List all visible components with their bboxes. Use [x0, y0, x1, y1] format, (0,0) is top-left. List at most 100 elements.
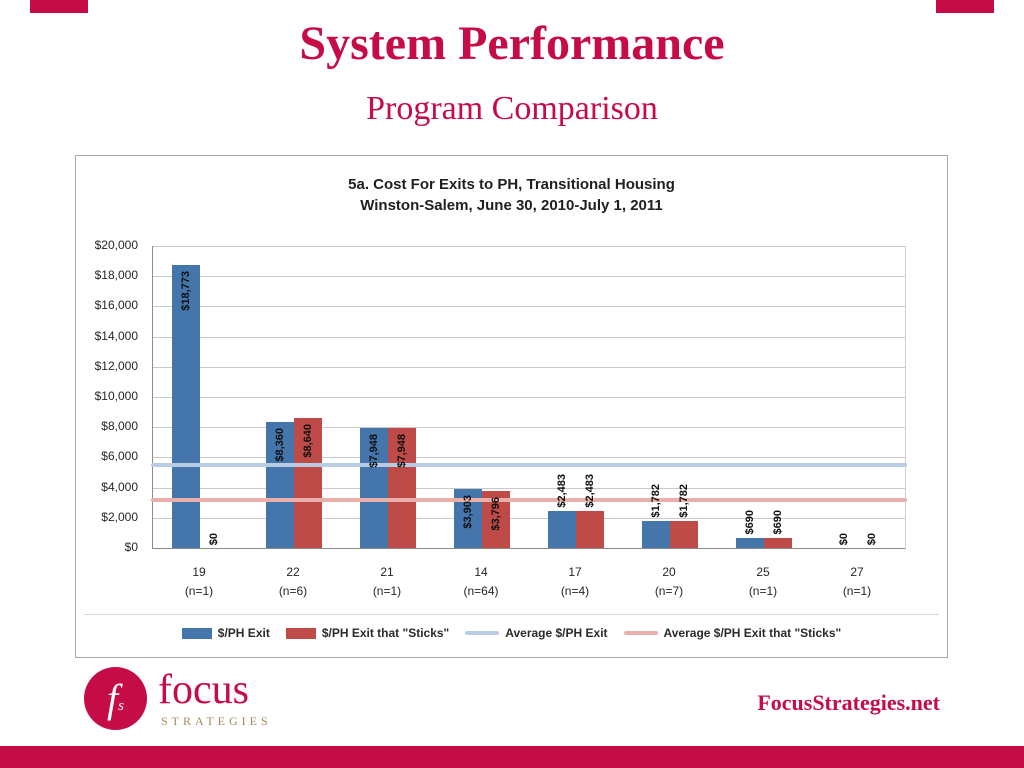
- chart-container: 5a. Cost For Exits to PH, Transitional H…: [75, 155, 948, 658]
- legend-item: Average $/PH Exit that "Sticks": [623, 626, 842, 640]
- corner-decoration-right: [936, 0, 994, 13]
- chart-legend: $/PH Exit $/PH Exit that "Sticks" Average …: [76, 626, 947, 640]
- bar-value-label: $3,796: [490, 497, 502, 531]
- bar-value-label: $8,360: [274, 428, 286, 462]
- x-category-count: (n=4): [560, 583, 590, 598]
- bar: [388, 428, 416, 548]
- legend-label: $/PH Exit that "Sticks": [321, 626, 450, 640]
- legend-divider: [84, 614, 939, 615]
- page-title: System Performance: [299, 17, 725, 70]
- plot-area: $18,773 $0 $8,360 $8,640 $7,948 $7,948 $3,903 $…: [151, 246, 907, 549]
- y-axis: $0 $2,000 $4,000 $6,000 $8,000 $10,000 $12,000…: [76, 238, 144, 554]
- logo-wordmark-sub: STRATEGIES: [161, 714, 272, 728]
- gridline: [153, 427, 905, 429]
- x-category-number: 22: [286, 565, 300, 579]
- gridline: [153, 366, 905, 368]
- x-category-count: (n=7): [654, 583, 684, 598]
- gridline: [153, 397, 905, 398]
- legend-item: Average $/PH Exit: [465, 626, 608, 640]
- average-line: [151, 463, 907, 468]
- x-category-label: 20 (n=7): [622, 563, 716, 600]
- x-category-count: (n=6): [278, 583, 308, 598]
- bar: [642, 521, 670, 548]
- x-category-count: (n=1): [184, 583, 214, 598]
- x-axis: 19 (n=1) 22 (n=6) 21 (n=1) 14 (n=64) 17 (n=4) 20 (n…: [152, 555, 906, 601]
- gridline: [153, 487, 905, 489]
- chart-subtitle: Winston-Salem, June 30, 2010-July 1, 201…: [360, 197, 663, 214]
- gridline: [153, 246, 905, 247]
- bar-value-label: $690: [744, 510, 756, 535]
- legend-label: Average $/PH Exit that "Sticks": [663, 626, 842, 640]
- y-tick-label: $14,000: [94, 328, 138, 343]
- bar: [266, 421, 294, 548]
- gridline: [153, 457, 905, 459]
- y-tick-label: $16,000: [94, 298, 138, 313]
- legend-swatch-line-icon: [623, 631, 658, 635]
- x-category-label: 27 (n=1): [810, 563, 904, 600]
- bar: [736, 537, 764, 548]
- page-subtitle: Program Comparison: [366, 90, 658, 127]
- logo-letter-f: f: [107, 675, 119, 721]
- x-category-number: 27: [850, 565, 864, 579]
- bottom-accent-band: [0, 746, 1024, 768]
- bar-value-label: $2,483: [584, 473, 596, 508]
- bar-value-label: $7,948: [368, 434, 380, 468]
- bar: [548, 510, 576, 548]
- legend-swatch-bar-icon: [181, 627, 212, 639]
- bar-value-label: $1,782: [650, 484, 662, 519]
- x-category-label: 17 (n=4): [528, 563, 622, 600]
- website-text: FocusStrategies.net: [757, 690, 940, 715]
- x-category-count: (n=64): [463, 583, 499, 598]
- bar-value-label: $0: [866, 532, 878, 545]
- bar-value-label: $3,903: [462, 495, 474, 530]
- legend-item: $/PH Exit that "Sticks": [285, 626, 450, 640]
- bar-value-label: $1,782: [678, 484, 690, 519]
- legend-label: Average $/PH Exit: [505, 626, 608, 640]
- x-category-number: 14: [474, 565, 488, 579]
- y-tick-label: $20,000: [94, 238, 138, 252]
- focus-strategies-logo-icon: f s: [84, 667, 147, 730]
- legend-swatch-line-icon: [465, 631, 500, 635]
- x-category-number: 17: [568, 565, 582, 579]
- gridline: [153, 517, 905, 519]
- bar-value-label: $18,773: [180, 270, 192, 311]
- bar-value-label: $0: [208, 532, 220, 545]
- y-tick-label: $4,000: [101, 479, 138, 494]
- bar: [576, 510, 604, 548]
- x-category-number: 20: [662, 565, 676, 579]
- bar-value-label: $7,948: [396, 434, 408, 468]
- chart-title: 5a. Cost For Exits to PH, Transitional H…: [348, 176, 675, 193]
- bar: [670, 521, 698, 548]
- y-tick-label: $10,000: [94, 389, 138, 403]
- bar: [360, 428, 388, 548]
- x-category-label: 25 (n=1): [716, 563, 810, 600]
- y-tick-label: $8,000: [101, 419, 138, 434]
- gridline: [153, 306, 905, 308]
- y-tick-label: $2,000: [101, 509, 138, 524]
- bar: [294, 417, 322, 548]
- x-category-number: 25: [756, 565, 770, 579]
- corner-decoration-left: [30, 0, 88, 13]
- bar: [764, 537, 792, 548]
- y-tick-label: $18,000: [94, 268, 138, 283]
- x-category-count: (n=1): [748, 583, 778, 598]
- bar-value-label: $690: [772, 510, 784, 535]
- y-tick-label: $12,000: [94, 358, 138, 373]
- gridline: [153, 336, 905, 338]
- y-tick-label: $6,000: [101, 449, 138, 464]
- legend-swatch-bar-icon: [285, 627, 316, 639]
- y-tick-label: $0: [124, 540, 138, 554]
- logo-wordmark: focus: [158, 667, 249, 713]
- x-category-number: 21: [380, 565, 394, 579]
- x-category-label: 19 (n=1): [152, 563, 246, 600]
- bar-value-label: $0: [838, 532, 850, 545]
- x-category-label: 21 (n=1): [340, 563, 434, 600]
- legend-label: $/PH Exit: [217, 626, 270, 640]
- x-category-count: (n=1): [842, 583, 872, 598]
- bar-value-label: $2,483: [556, 473, 568, 508]
- x-category-number: 19: [192, 565, 206, 579]
- average-line: [151, 498, 907, 503]
- logo-letter-s: s: [118, 698, 124, 714]
- gridline: [153, 276, 905, 278]
